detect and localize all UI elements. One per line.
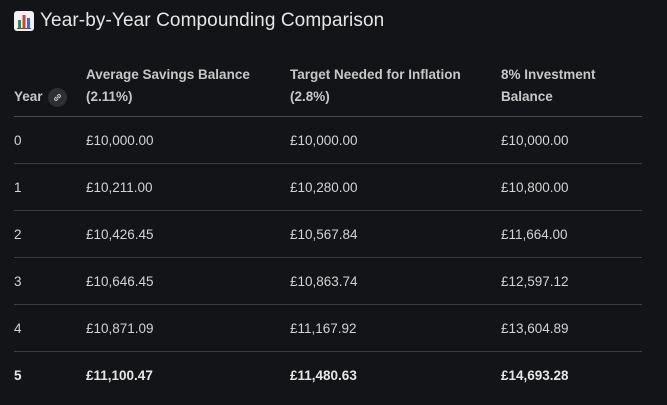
cell-target: £10,567.84 (290, 210, 501, 258)
cell-investment: £13,604.89 (501, 304, 642, 352)
cell-investment: £10,000.00 (501, 116, 642, 164)
cell-savings: £10,000.00 (86, 116, 290, 164)
cell-year: 4 (14, 304, 86, 352)
table-row-final: 5 £11,100.47 £11,480.63 £14,693.28 (14, 352, 642, 399)
link-icon[interactable] (47, 87, 67, 107)
header-investment-line2: Balance (501, 89, 553, 104)
cell-savings: £11,100.47 (86, 367, 153, 383)
header-target-line1: Target Needed for Inflation (290, 67, 461, 82)
cell-target: £10,863.74 (290, 257, 501, 305)
header-investment: 8% Investment Balance (501, 60, 642, 117)
cell-year: 0 (14, 116, 86, 164)
header-target-line2: (2.8%) (290, 89, 330, 104)
section-heading: Year-by-Year Compounding Comparison (14, 8, 384, 34)
header-savings-line1: Average Savings Balance (86, 67, 250, 82)
cell-investment: £14,693.28 (501, 367, 569, 383)
cell-year: 1 (14, 163, 86, 211)
table-header-row: Year Average Savings Balance (2.11%) (14, 60, 642, 117)
cell-target: £10,280.00 (290, 163, 501, 211)
header-savings-line2: (2.11%) (86, 89, 133, 104)
header-target: Target Needed for Inflation (2.8%) (290, 60, 501, 117)
table-row: 4 £10,871.09 £11,167.92 £13,604.89 (14, 304, 642, 352)
cell-investment: £12,597.12 (501, 257, 642, 305)
table-row: 2 £10,426.45 £10,567.84 £11,664.00 (14, 210, 642, 258)
cell-year: 2 (14, 210, 86, 258)
cell-savings: £10,211.00 (86, 163, 290, 211)
header-year: Year (14, 60, 86, 117)
cell-investment: £10,800.00 (501, 163, 642, 211)
bar-chart-icon (14, 11, 34, 31)
cell-year: 5 (14, 367, 22, 383)
section-title: Year-by-Year Compounding Comparison (40, 10, 385, 31)
cell-savings: £10,646.45 (86, 257, 290, 305)
header-investment-line1: 8% Investment (501, 67, 596, 82)
cell-year: 3 (14, 257, 86, 305)
cell-savings: £10,426.45 (86, 210, 290, 258)
table-row: 0 £10,000.00 £10,000.00 £10,000.00 (14, 116, 642, 164)
cell-target: £11,167.92 (290, 304, 501, 352)
compounding-table: Year Average Savings Balance (2.11%) (14, 60, 642, 398)
header-year-label: Year (14, 89, 43, 104)
header-savings: Average Savings Balance (2.11%) (86, 60, 290, 117)
table-row: 3 £10,646.45 £10,863.74 £12,597.12 (14, 257, 642, 305)
cell-savings: £10,871.09 (86, 304, 290, 352)
cell-target: £11,480.63 (290, 367, 357, 383)
cell-investment: £11,664.00 (501, 210, 642, 258)
table-row: 1 £10,211.00 £10,280.00 £10,800.00 (14, 163, 642, 211)
cell-target: £10,000.00 (290, 116, 501, 164)
